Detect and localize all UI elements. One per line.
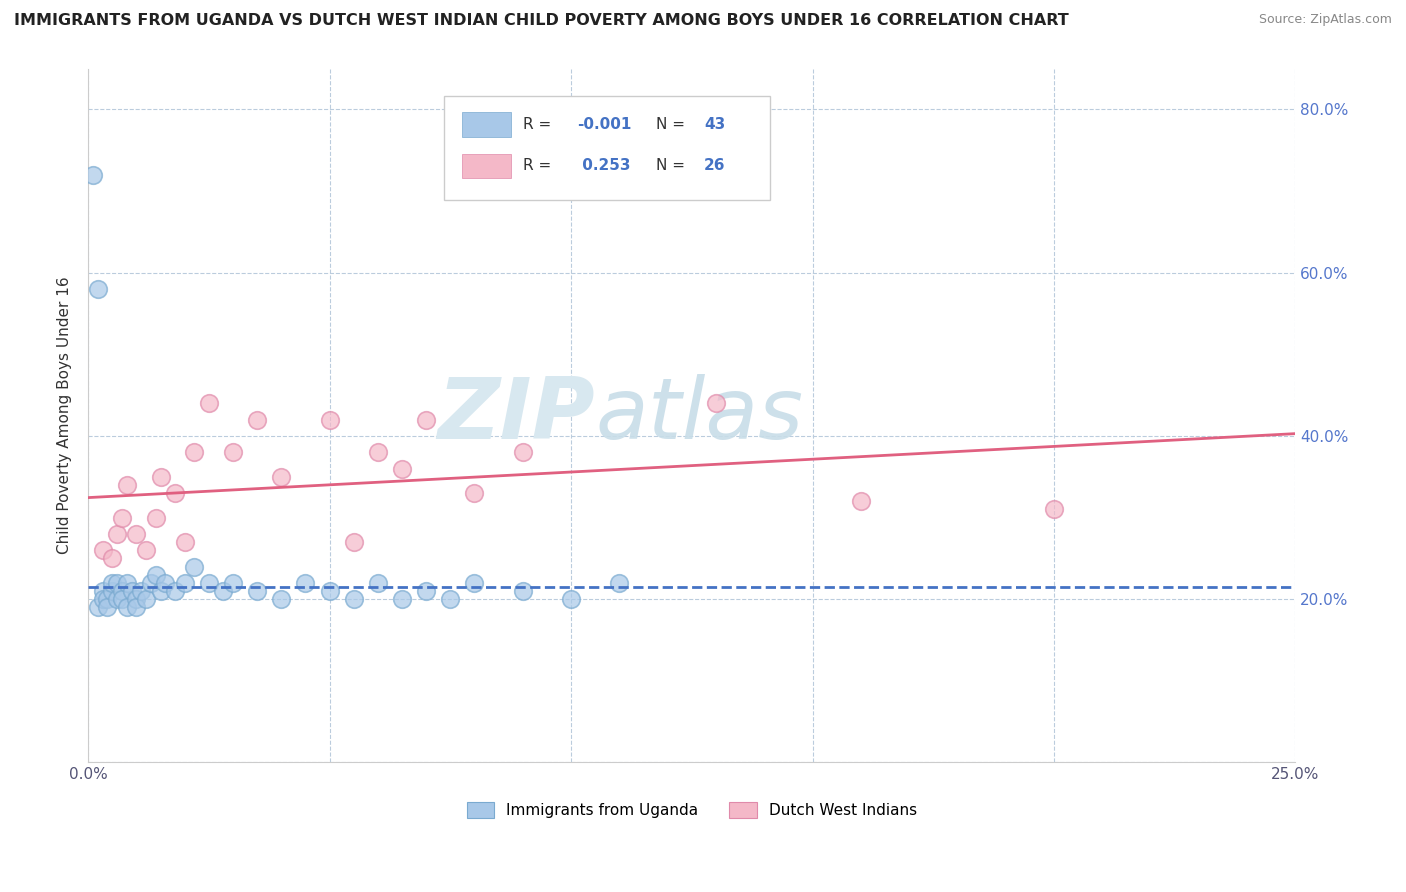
Point	[129, 584, 152, 599]
Point	[101, 575, 124, 590]
Point	[246, 584, 269, 599]
Point	[135, 592, 157, 607]
FancyBboxPatch shape	[444, 96, 770, 201]
Point	[367, 445, 389, 459]
FancyBboxPatch shape	[463, 154, 510, 178]
Point	[198, 575, 221, 590]
Point	[270, 592, 292, 607]
Point	[704, 396, 727, 410]
Point	[121, 584, 143, 599]
Point	[415, 584, 437, 599]
Text: ZIP: ZIP	[437, 374, 595, 457]
Point	[198, 396, 221, 410]
Text: 43: 43	[704, 117, 725, 131]
Point	[367, 575, 389, 590]
Point	[560, 592, 582, 607]
Text: R =: R =	[523, 158, 555, 173]
Point	[173, 575, 195, 590]
Point	[115, 575, 138, 590]
Text: Source: ZipAtlas.com: Source: ZipAtlas.com	[1258, 13, 1392, 27]
Point	[87, 282, 110, 296]
Point	[111, 510, 134, 524]
FancyBboxPatch shape	[463, 112, 510, 136]
Text: -0.001: -0.001	[576, 117, 631, 131]
Text: N =: N =	[655, 117, 689, 131]
Point	[149, 469, 172, 483]
Point	[96, 592, 118, 607]
Point	[91, 584, 114, 599]
Point	[115, 600, 138, 615]
Point	[183, 445, 205, 459]
Point	[294, 575, 316, 590]
Point	[105, 526, 128, 541]
Point	[415, 412, 437, 426]
Text: N =: N =	[655, 158, 689, 173]
Point	[512, 445, 534, 459]
Point	[343, 592, 366, 607]
Point	[145, 510, 167, 524]
Point	[125, 592, 148, 607]
Point	[111, 584, 134, 599]
Point	[609, 575, 631, 590]
Point	[149, 584, 172, 599]
Point	[91, 543, 114, 558]
Point	[212, 584, 235, 599]
Point	[222, 445, 245, 459]
Point	[318, 584, 340, 599]
Point	[105, 575, 128, 590]
Text: R =: R =	[523, 117, 555, 131]
Point	[165, 584, 187, 599]
Point	[145, 567, 167, 582]
Point	[125, 600, 148, 615]
Point	[512, 584, 534, 599]
Point	[82, 168, 104, 182]
Point	[125, 526, 148, 541]
Point	[165, 486, 187, 500]
Legend: Immigrants from Uganda, Dutch West Indians: Immigrants from Uganda, Dutch West India…	[461, 796, 924, 824]
Point	[115, 478, 138, 492]
Point	[849, 494, 872, 508]
Text: IMMIGRANTS FROM UGANDA VS DUTCH WEST INDIAN CHILD POVERTY AMONG BOYS UNDER 16 CO: IMMIGRANTS FROM UGANDA VS DUTCH WEST IND…	[14, 13, 1069, 29]
Y-axis label: Child Poverty Among Boys Under 16: Child Poverty Among Boys Under 16	[58, 277, 72, 554]
Point	[463, 575, 485, 590]
Text: 26: 26	[704, 158, 725, 173]
Point	[246, 412, 269, 426]
Point	[222, 575, 245, 590]
Point	[343, 535, 366, 549]
Point	[318, 412, 340, 426]
Point	[101, 551, 124, 566]
Point	[96, 600, 118, 615]
Point	[91, 592, 114, 607]
Point	[439, 592, 461, 607]
Point	[183, 559, 205, 574]
Point	[105, 592, 128, 607]
Point	[139, 575, 162, 590]
Point	[391, 461, 413, 475]
Point	[155, 575, 177, 590]
Text: 0.253: 0.253	[576, 158, 631, 173]
Point	[173, 535, 195, 549]
Point	[101, 584, 124, 599]
Point	[391, 592, 413, 607]
Point	[87, 600, 110, 615]
Point	[463, 486, 485, 500]
Point	[111, 592, 134, 607]
Point	[135, 543, 157, 558]
Point	[270, 469, 292, 483]
Point	[1043, 502, 1066, 516]
Text: atlas: atlas	[595, 374, 803, 457]
